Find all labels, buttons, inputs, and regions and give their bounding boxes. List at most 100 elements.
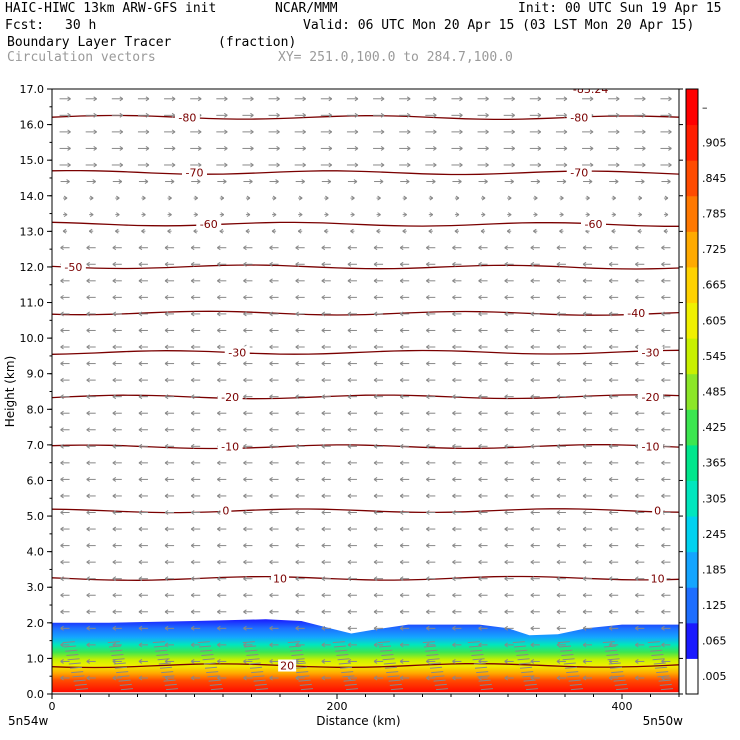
vector-head [668,96,672,102]
vector-head [269,328,273,333]
boundary-vector [209,683,222,686]
vector-head [141,228,145,234]
vector-head [452,344,456,350]
vector-head [217,377,221,383]
boundary-vector [113,662,126,665]
vector-head [217,559,221,565]
vector-head [325,212,329,218]
vector-head [217,344,221,350]
vector-head [373,609,378,615]
vector-head [615,112,620,118]
boundary-vector [388,679,401,682]
vector-head [635,543,639,549]
boundary-vector [68,662,81,665]
contour-label: -50 [64,261,82,274]
vector-head [164,510,169,515]
vector-head [347,559,352,565]
vector-head [589,129,594,135]
isotherm-line [52,349,679,355]
vector-head [504,543,508,549]
vector-head [426,493,430,499]
vector-head [112,493,117,499]
vector-head [452,377,456,383]
vector-head [89,212,94,218]
vector-head [295,377,299,383]
vector-head [380,129,385,135]
vector-head [269,361,273,366]
boundary-vector [380,649,393,652]
vector-head [426,460,430,466]
vector-head [582,261,587,267]
vector-head [295,526,299,532]
vector-head [190,576,195,582]
vector-head [60,526,64,532]
vector-head [661,261,665,267]
vector-head [373,410,378,416]
vector-head [399,609,404,615]
vector-head [347,294,352,300]
boundary-vector [471,653,484,656]
boundary-vector [562,658,575,661]
vector-head [478,559,482,565]
vector-head [112,261,117,267]
vector-head [60,245,64,251]
colorbar-frame [685,88,699,695]
vector-head [190,361,195,366]
vector-head [63,195,68,201]
vector-head [668,129,672,135]
boundary-vector [197,641,210,644]
vector-head [615,146,620,151]
vector-head [224,112,228,118]
boundary-vector [163,679,176,682]
vector-head [138,642,143,648]
vector-head [295,625,299,631]
vector-head [635,394,639,400]
vector-head [321,543,326,549]
vector-head [504,642,508,648]
boundary-vector [560,649,573,652]
vector-head [373,576,378,582]
vector-head [399,245,404,251]
vector-head [86,261,90,267]
vector-head [243,476,247,482]
vector-head [321,576,326,582]
vector-head [217,278,221,284]
vector-head [668,112,672,118]
boundary-vector [201,653,214,656]
vector-head [635,427,639,433]
vector-head [373,526,378,532]
vector-head [298,195,303,201]
vector-head [217,361,221,366]
boundary-vector [71,671,84,674]
vector-head [481,212,486,218]
vector-head [217,294,221,300]
colorbar-cell [686,195,698,232]
vector-head [399,493,404,499]
vector-head [243,659,247,664]
vector-head [217,460,221,466]
vector-head [455,212,460,218]
vector-head [452,576,456,582]
vector-head [250,112,254,118]
vector-head [373,659,378,664]
boundary-vector [383,662,396,665]
vector-head [582,476,587,482]
vector-head [190,609,195,615]
vector-head [582,642,587,648]
vector-head [138,460,143,466]
vector-head [145,162,150,168]
vector-head [269,245,273,251]
vector-head [635,559,639,565]
vector-head [589,96,594,102]
vector-head [506,228,511,234]
vector-head [452,311,456,317]
vector-head [217,675,221,681]
boundary-vector [431,671,444,674]
vector-head [60,294,64,300]
vector-head [432,179,436,184]
vector-head [530,460,535,466]
vector-head [507,195,512,201]
vector-head [511,146,515,151]
boundary-vector [378,645,392,648]
colorbar-label: .125 [702,599,727,612]
